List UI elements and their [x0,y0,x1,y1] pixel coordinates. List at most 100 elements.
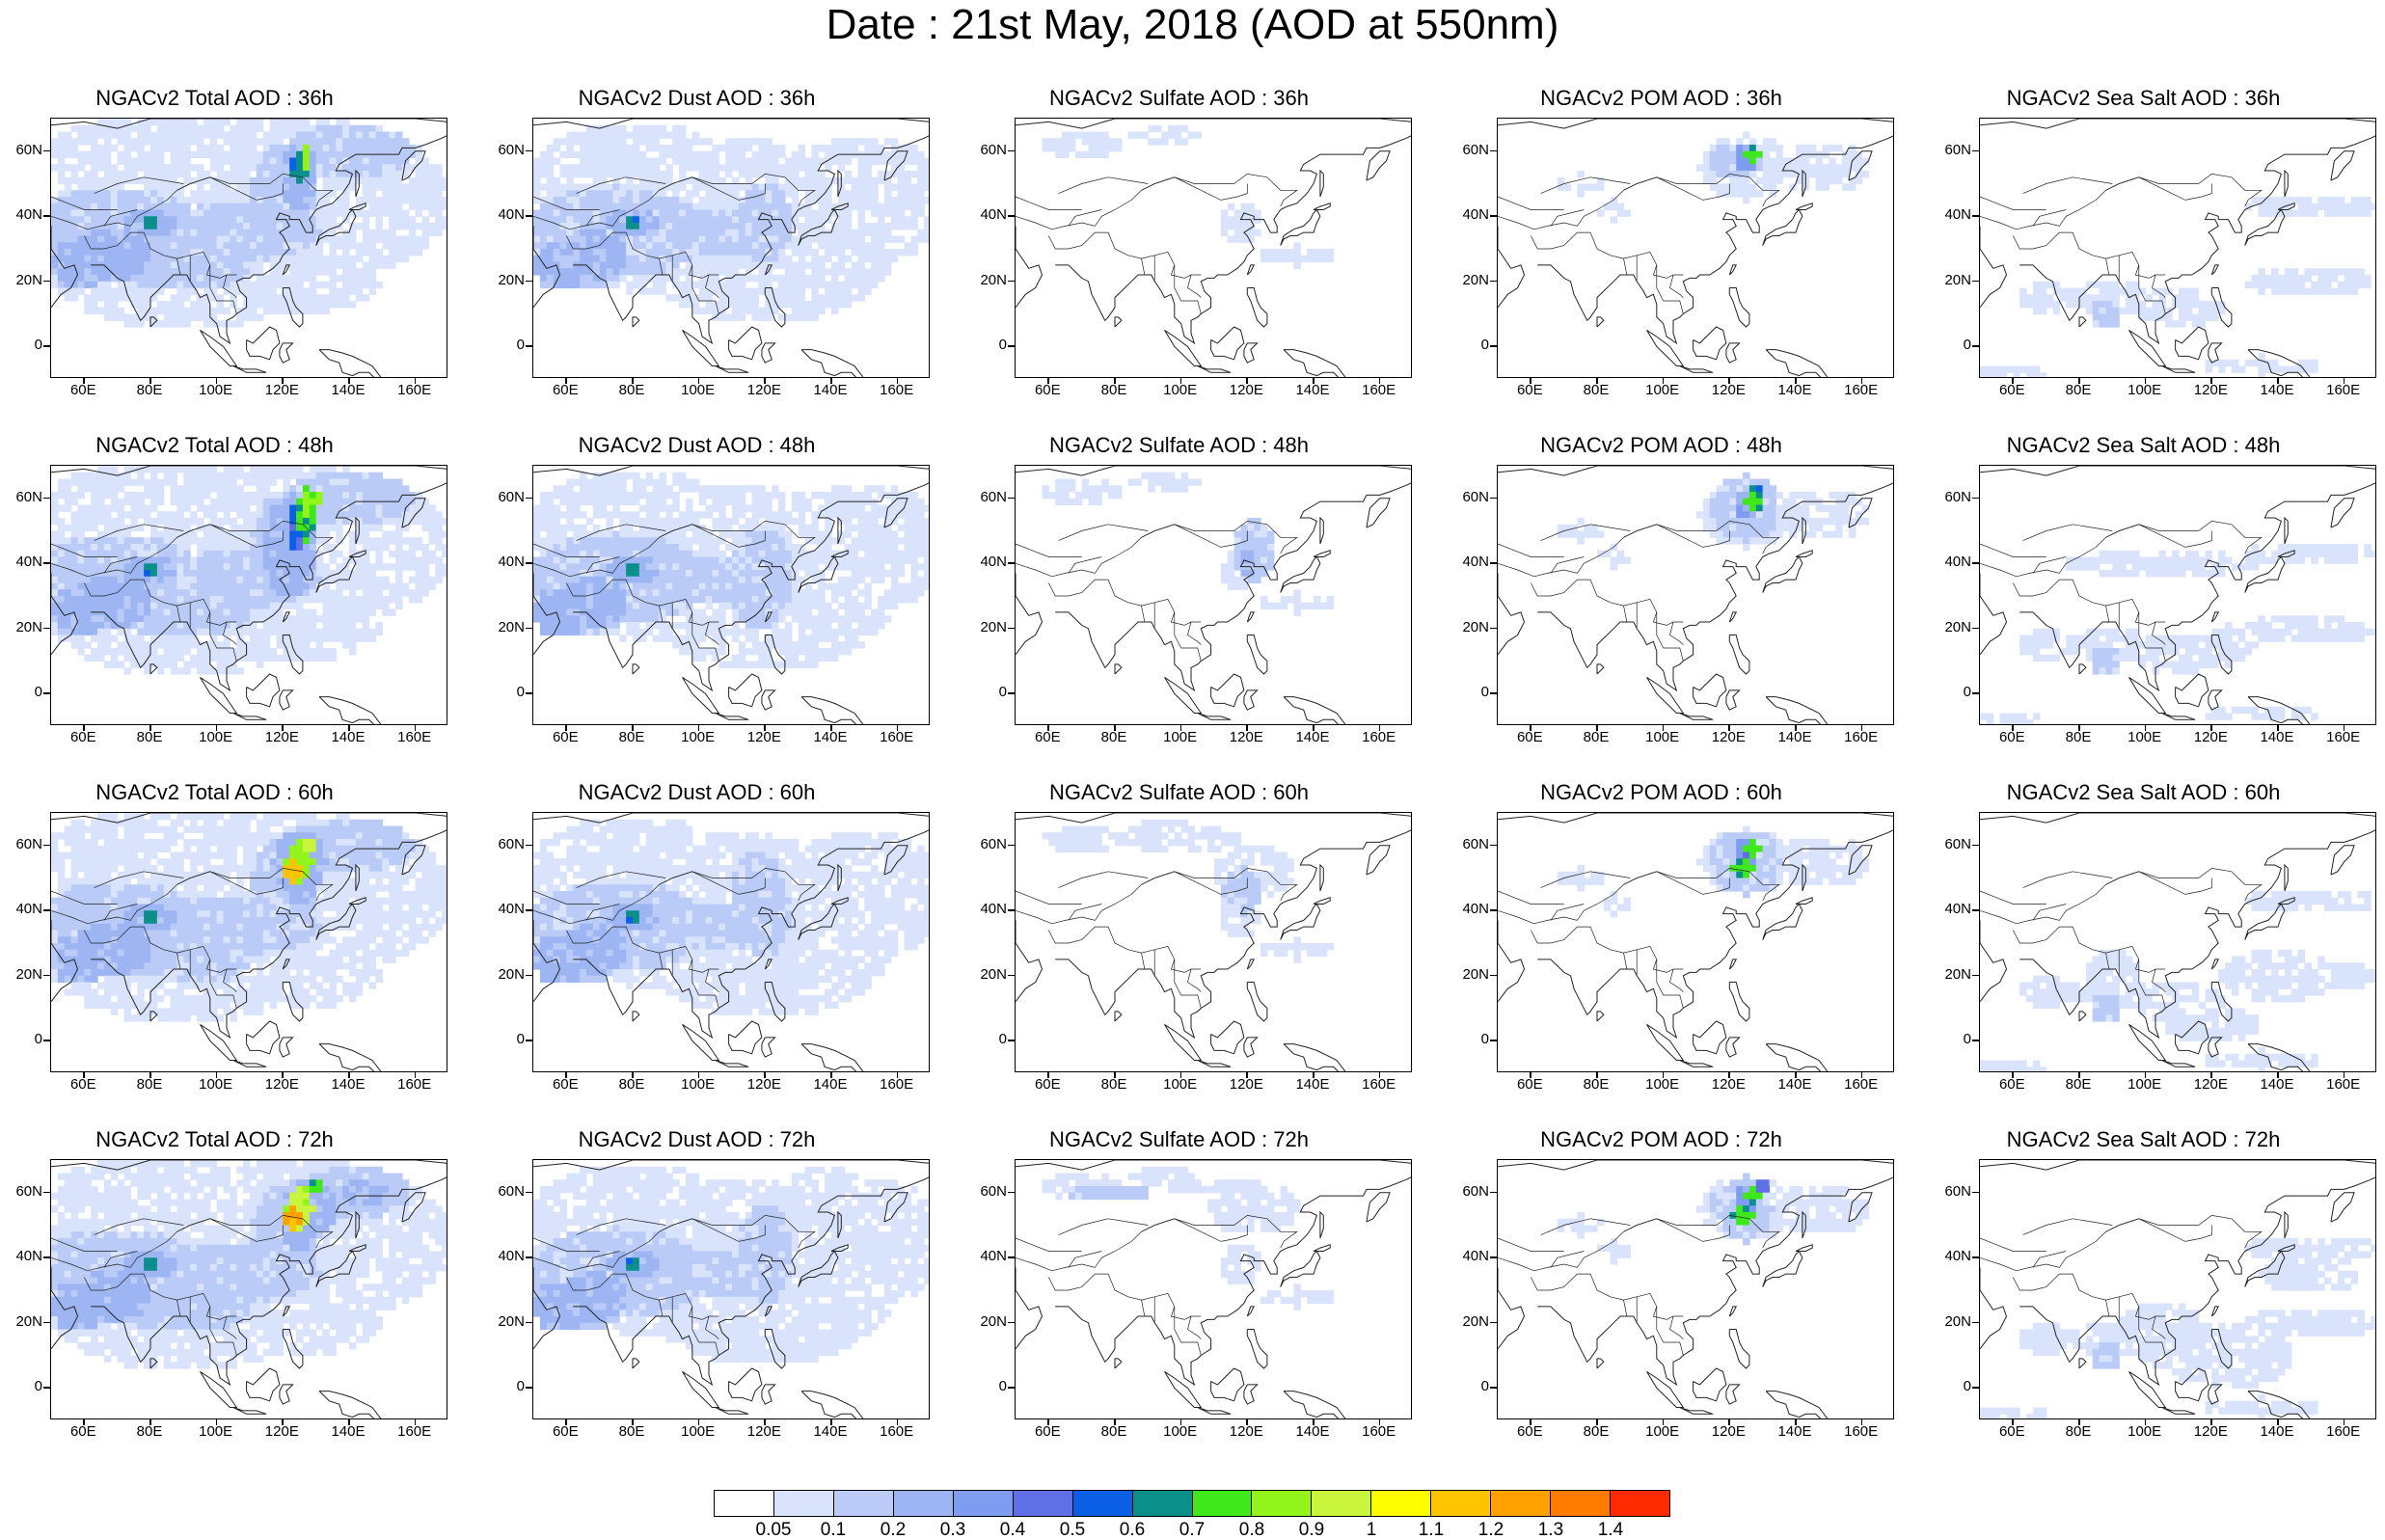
aod-cell [825,197,831,203]
aod-cell [752,190,759,197]
aod-cell [653,203,660,210]
aod-cell [2357,268,2364,275]
aod-cell [580,249,586,256]
aod-cell [71,492,78,499]
aod-cell [580,171,586,177]
lon-tick-mark [2277,378,2279,384]
aod-cell [1743,184,1749,191]
aod-cell [150,609,157,616]
aod-cell [1743,145,1749,151]
aod-cell [2271,360,2278,366]
aod-cell [197,138,203,145]
aod-cell [725,268,732,275]
coastline [2285,171,2288,197]
aod-cell [176,249,183,256]
aod-cell [559,236,566,243]
aod-cell [303,499,310,505]
aod-cell [316,268,323,275]
aod-cell [1722,158,1729,165]
aod-cell [257,275,263,282]
aod-cell [435,203,442,210]
aod-cell [84,308,91,314]
aod-cell [111,294,118,301]
aod-cell [250,177,257,184]
aod-cell [712,230,718,236]
aod-cell [758,314,765,321]
aod-cell [547,164,554,171]
aod-cell [144,184,150,191]
aod-cell [164,132,171,139]
aod-cell [818,294,825,301]
aod-cell [785,314,792,321]
aod-cell [157,609,164,616]
aod-cell [58,505,65,512]
aod-cell [137,190,144,197]
aod-cell [71,190,78,197]
aod-cell [243,531,250,538]
aod-cell [190,641,197,648]
aod-cell [65,151,71,158]
aod-cell [97,622,104,629]
aod-cell [323,505,330,512]
aod-cell [1141,132,1148,139]
aod-cell [97,629,104,635]
aod-cell [818,197,825,203]
aod-cell [217,505,224,512]
aod-cell [566,171,573,177]
aod-cell [289,230,296,236]
aod-cell [349,537,356,544]
aod-cell [77,210,84,217]
aod-cell [263,622,270,629]
aod-cell [144,544,150,551]
aod-cell [289,223,296,230]
aod-cell [210,320,217,327]
aod-cell [157,203,164,210]
aod-cell [864,223,871,230]
aod-cell [296,197,303,203]
lon-tick-label: 60E [541,383,589,398]
aod-cell [71,138,78,145]
aod-cell [224,197,230,203]
aod-cell [236,158,243,165]
aod-cell [157,511,164,518]
aod-cell [547,223,554,230]
aod-cell [130,138,137,145]
aod-cell [1717,138,1723,145]
aod-cell [395,551,402,557]
aod-cell [157,518,164,525]
aod-cell [130,164,137,171]
aod-cell [97,563,104,570]
aod-cell [402,164,409,171]
aod-cell [395,190,402,197]
aod-cell [263,479,270,486]
aod-cell [323,479,330,486]
aod-cell [1320,256,1327,262]
lat-tick-label: 20N [1929,273,1971,288]
lat-tick-mark [526,281,532,283]
aod-cell [799,158,805,165]
lon-tick-mark [897,378,899,384]
aod-cell [203,242,210,249]
aod-cell [250,282,257,288]
aod-cell [257,314,263,321]
aod-cell [2185,301,2192,308]
aod-cell [171,275,177,282]
aod-cell [224,518,230,525]
aod-cell [1069,132,1075,139]
lon-tick-mark [2145,378,2147,384]
aod-cell [257,262,263,269]
aod-cell [316,210,323,217]
aod-cell [639,223,646,230]
aod-cell [283,485,289,492]
aod-cell [84,275,91,282]
aod-cell [164,473,171,479]
aod-cell [289,119,296,125]
aod-cell [342,635,349,642]
aod-cell [831,301,838,308]
aod-cell [176,308,183,314]
aod-cell [164,249,171,256]
aod-cell [316,262,323,269]
aod-cell [77,544,84,551]
aod-cell [878,249,884,256]
aod-cell [104,210,111,217]
